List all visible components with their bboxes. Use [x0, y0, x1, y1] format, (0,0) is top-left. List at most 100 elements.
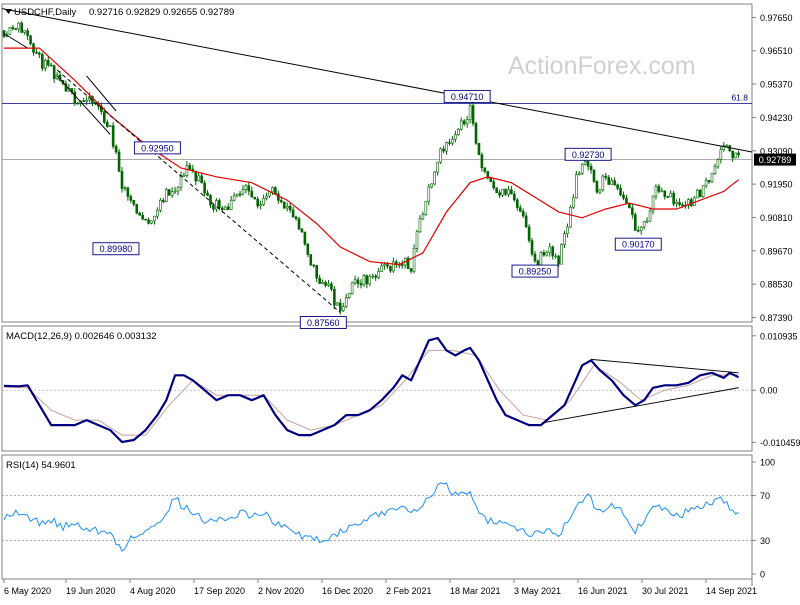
candle-body: [719, 149, 723, 160]
time-tick-label: 14 Sep 2021: [706, 586, 757, 596]
candle-body: [406, 257, 410, 270]
candle-body: [2, 30, 6, 37]
candle-body: [462, 120, 466, 125]
candle-body: [312, 264, 316, 267]
candle-body: [489, 177, 493, 182]
candle-body: [291, 209, 295, 218]
candle-body: [117, 151, 121, 172]
candle-body: [26, 30, 29, 37]
candle-body: [229, 199, 233, 210]
price-tick-label: 0.89670: [760, 246, 793, 256]
candle-body: [356, 279, 360, 284]
candle-body: [164, 189, 168, 203]
candle-body: [330, 283, 333, 290]
candle-body: [698, 189, 702, 198]
candle-body: [126, 187, 130, 197]
candle-body: [49, 64, 53, 67]
rsi-title: RSI(14) 54.9601: [6, 460, 76, 471]
price-annotation-box: [614, 237, 662, 251]
candle-body: [625, 197, 628, 204]
candle-body: [35, 52, 38, 54]
candle-body: [309, 254, 313, 266]
candle-body: [639, 226, 643, 231]
candle-body: [347, 293, 351, 298]
candle-body: [433, 171, 437, 185]
candle-body: [368, 276, 372, 285]
candle-body: [731, 150, 734, 159]
candle-body: [38, 52, 41, 55]
candle-body: [235, 193, 239, 197]
long-term-trendline: [1, 8, 753, 153]
candle-body: [513, 193, 516, 201]
candle-body: [144, 218, 147, 221]
time-tick-label: 19 Jun 2020: [66, 586, 116, 596]
candle-body: [306, 243, 310, 255]
candle-body: [412, 248, 416, 272]
candle-body: [353, 279, 357, 284]
candle-body: [583, 161, 587, 165]
candle-body: [636, 229, 640, 232]
candle-body: [551, 246, 555, 257]
candle-body: [654, 186, 658, 197]
candle-body: [474, 123, 478, 144]
candle-body: [253, 196, 257, 200]
watermark: ActionForex.com: [508, 52, 696, 80]
candle-body: [569, 206, 572, 228]
candle-body: [11, 27, 15, 30]
candle-body: [321, 281, 324, 284]
macd-trendline: [543, 387, 739, 424]
time-tick-label: 2 Feb 2021: [386, 586, 432, 596]
candle-body: [536, 260, 540, 266]
time-tick-label: 4 Aug 2020: [130, 586, 176, 596]
candle-body: [297, 218, 301, 230]
price-annotation-box: [511, 264, 559, 278]
candle-body: [212, 204, 215, 210]
candle-body: [737, 152, 740, 156]
candle-body: [226, 206, 230, 210]
candle-body: [734, 152, 737, 159]
candle-body: [111, 125, 115, 147]
time-axis: 6 May 2020 19 Jun 2020 4 Aug 2020 17 Sep 20…: [3, 579, 757, 596]
candle-body: [616, 184, 619, 189]
candle-body: [52, 65, 56, 80]
candle-body: [672, 192, 675, 205]
candle-body: [46, 60, 50, 66]
price-annotation-label: 0.89250: [519, 267, 552, 277]
ohlc-values: 0.92716 0.92829 0.92655 0.92789: [89, 7, 234, 18]
time-tick-label: 6 May 2020: [4, 586, 51, 596]
candle-body: [687, 199, 690, 206]
current-price-tag-label: 0.92789: [759, 155, 792, 165]
candle-body: [215, 200, 218, 210]
candle-body: [247, 185, 251, 192]
candle-body: [209, 195, 212, 206]
candle-body: [678, 202, 681, 205]
candle-body: [492, 181, 496, 189]
candle-body: [725, 145, 729, 147]
candle-body: [695, 189, 699, 199]
candle-body: [135, 203, 139, 214]
candle-body: [580, 164, 584, 174]
candle-body: [170, 191, 174, 196]
candle-body: [194, 170, 198, 182]
candle-body: [120, 171, 124, 189]
macd-tick-label: 0.00: [760, 386, 778, 396]
channel-upper-line: [86, 75, 117, 112]
candle-body: [223, 206, 227, 211]
candle-body: [73, 91, 77, 104]
candle-body: [188, 165, 192, 170]
fib-level-label: 61.8: [731, 92, 748, 102]
candle-body: [279, 200, 283, 203]
time-tick-label: 3 May 2021: [514, 586, 561, 596]
rsi-line: [3, 482, 739, 553]
candle-body: [436, 161, 439, 173]
candle-body: [595, 181, 599, 193]
candle-body: [577, 172, 581, 176]
candle-body: [518, 207, 522, 212]
candle-body: [660, 190, 664, 193]
price-tick-label: 0.97650: [760, 13, 793, 23]
price-annotation-box: [564, 147, 612, 161]
rsi-tick-label: 0: [760, 570, 765, 580]
rsi-scale: 100 70 30 0: [752, 458, 775, 580]
candle-body: [592, 169, 596, 182]
price-tick-label: 0.91950: [760, 180, 793, 190]
